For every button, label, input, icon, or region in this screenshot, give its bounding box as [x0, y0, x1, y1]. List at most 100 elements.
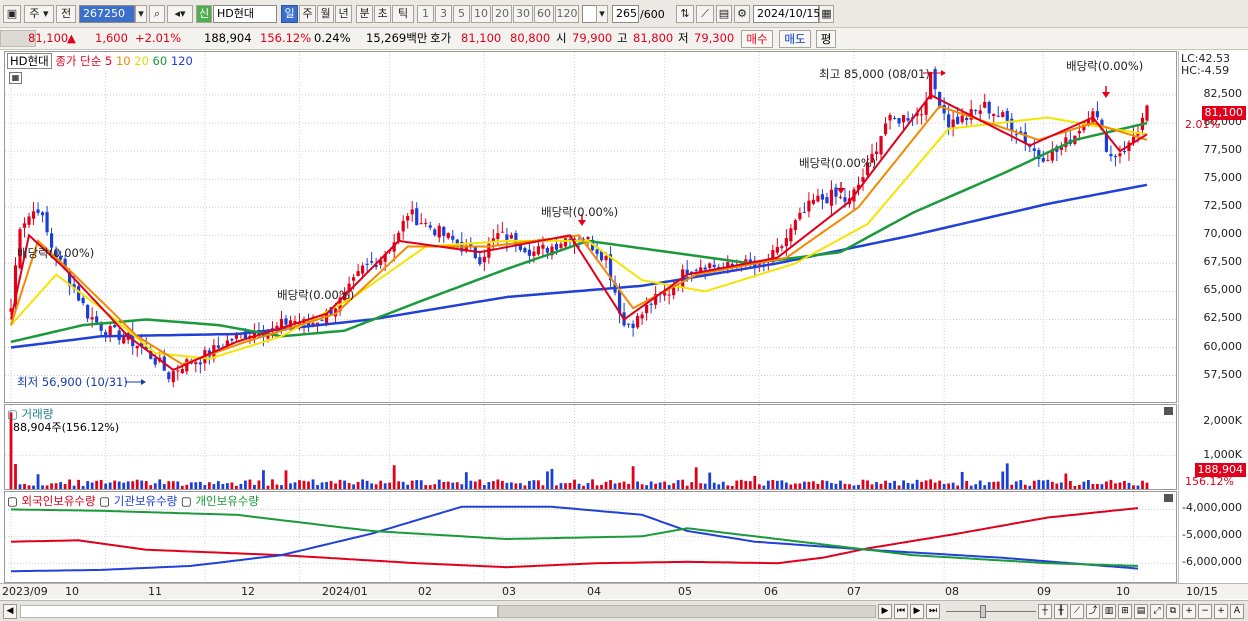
scroll-end-icon[interactable]: ⏭ — [926, 604, 940, 619]
x-tick-label: 09 — [1037, 585, 1051, 598]
candle-body — [379, 260, 383, 265]
volume-close-icon[interactable] — [1164, 407, 1173, 415]
period-week-button[interactable]: 주 — [299, 5, 316, 23]
draw-tool-icon[interactable]: ⟋ — [696, 5, 714, 23]
interval-5-button[interactable]: 5 — [453, 5, 470, 23]
layout-icon[interactable]: ▥ — [1102, 604, 1116, 619]
holdings-panel[interactable]: ▢ 외국인보유수량 ▢ 기관보유수량 ▢ 개인보유수량 — [4, 491, 1177, 583]
volume-bar — [293, 482, 297, 489]
calendar-icon[interactable]: ▦ — [819, 5, 834, 23]
candle-icon[interactable]: ╫ — [1054, 604, 1068, 619]
annotation-high: 최고 85,000 (08/01) — [819, 67, 930, 81]
volume-bar — [992, 481, 996, 489]
save-icon[interactable]: ▤ — [716, 5, 732, 23]
interval-60-button[interactable]: 60 — [534, 5, 554, 23]
volume-bar — [568, 483, 572, 489]
volume-bar — [23, 483, 26, 489]
interval-1-button[interactable]: 1 — [417, 5, 434, 23]
scroll-start-icon[interactable]: ⏮ — [894, 604, 908, 619]
candle-body — [983, 101, 987, 108]
volume-bar — [81, 485, 85, 489]
play-icon[interactable]: ▶ — [910, 604, 924, 619]
volume-panel[interactable]: ▢ 거래량 88,904주(156.12%) — [4, 404, 1177, 490]
interval-dropdown-icon[interactable]: ▾ — [596, 5, 608, 23]
x-tick-label: 05 — [678, 585, 692, 598]
interval-10-button[interactable]: 10 — [471, 5, 491, 23]
window-split-icon[interactable]: ⊞ — [1118, 604, 1132, 619]
count-input[interactable]: 265 — [612, 5, 639, 23]
interval-120-button[interactable]: 120 — [555, 5, 579, 23]
zoom-slider-thumb[interactable] — [980, 605, 986, 618]
period-day-button[interactable]: 일 — [281, 5, 298, 23]
compare-icon[interactable]: ⧉ — [1166, 604, 1180, 619]
interval-20-button[interactable]: 20 — [492, 5, 512, 23]
volume-bar — [248, 479, 252, 489]
candle-body — [415, 208, 419, 226]
scroll-left-icon[interactable]: ◀ — [3, 604, 17, 619]
candle-body — [261, 333, 266, 337]
interval-30-button[interactable]: 30 — [513, 5, 533, 23]
fit-icon[interactable]: ⤢ — [1150, 604, 1164, 619]
volume-bar — [383, 483, 387, 489]
volume-bar — [320, 482, 324, 489]
eval-button[interactable]: 평 — [816, 30, 836, 48]
scroll-track-left[interactable] — [20, 605, 498, 618]
volume-bar — [158, 479, 162, 489]
volume-bar — [180, 485, 184, 489]
candle-body — [270, 328, 275, 330]
search-icon[interactable]: ⌕ — [149, 5, 165, 23]
font-size-icon[interactable]: A — [1230, 604, 1244, 619]
candle-body — [825, 197, 829, 204]
period-select[interactable]: 주 ▾ — [24, 5, 54, 23]
trend-icon[interactable]: ⤴ — [1086, 604, 1100, 619]
window-icon[interactable]: ▣ — [3, 5, 21, 23]
buy-button[interactable]: 매수 — [741, 30, 773, 48]
candle-body — [58, 256, 63, 260]
zoom-slider[interactable] — [946, 605, 1036, 618]
speaker-icon[interactable]: ◂▾ — [167, 5, 193, 23]
chart-type-icon[interactable]: ▤ — [1134, 604, 1148, 619]
candle-body — [807, 200, 811, 212]
period-month-button[interactable]: 월 — [317, 5, 334, 23]
arrange-icon[interactable]: ⇅ — [676, 5, 694, 23]
stock-code-input[interactable]: 267250 — [79, 5, 135, 23]
period-second-button[interactable]: 초 — [374, 5, 391, 23]
volume-bar — [469, 480, 473, 489]
volume-bar — [104, 483, 108, 489]
table-icon[interactable]: ▦ — [9, 72, 22, 84]
volume-title: ▢ 거래량 — [7, 407, 54, 421]
line-tool-icon[interactable]: ⟋ — [1070, 604, 1084, 619]
candle-body — [370, 261, 374, 263]
volume-bar — [839, 480, 842, 489]
period-tick-button[interactable]: 틱 — [392, 5, 414, 23]
date-input[interactable]: 2024/10/15 — [753, 5, 820, 23]
plus-icon[interactable]: + — [1214, 604, 1228, 619]
quote-amount: 15,269백만 — [366, 31, 428, 45]
volume-bar — [1019, 480, 1023, 489]
volume-bar — [126, 481, 130, 489]
volume-bar — [406, 484, 410, 489]
candle-body — [1095, 111, 1100, 118]
price-panel[interactable]: HD현대 종가 단순 5 10 20 60 120 ▦ 최고 85,000 (0… — [4, 51, 1177, 403]
stock-name-field[interactable]: HD현대 — [213, 5, 277, 23]
volume-bar — [122, 482, 126, 489]
crosshair-icon[interactable]: ┼ — [1038, 604, 1052, 619]
x-tick-label: 08 — [945, 585, 959, 598]
scroll-right-icon[interactable]: ▶ — [878, 604, 892, 619]
prev-button[interactable]: 전 — [56, 5, 76, 23]
candle-body — [956, 116, 960, 124]
interval-3-button[interactable]: 3 — [435, 5, 452, 23]
volume-bar — [280, 485, 283, 489]
candle-body — [649, 303, 653, 305]
period-minute-button[interactable]: 분 — [356, 5, 373, 23]
code-dropdown-icon[interactable]: ▾ — [135, 5, 147, 23]
sell-button[interactable]: 매도 — [779, 30, 811, 48]
chart-scrollbar[interactable]: ◀ ▶ ⏮ ▶ ⏭ ┼ ╫ ⟋ ⤴ ▥ ⊞ ▤ ⤢ ⧉ + − + A — [0, 600, 1248, 621]
gear-icon[interactable]: ⚙ — [734, 5, 750, 23]
zoom-out-icon[interactable]: − — [1198, 604, 1212, 619]
annotation-dividend-1: 배당락(0.00%) — [17, 246, 95, 260]
scroll-thumb[interactable] — [498, 605, 876, 618]
holdings-close-icon[interactable] — [1164, 494, 1173, 502]
zoom-in-icon[interactable]: + — [1182, 604, 1196, 619]
period-year-button[interactable]: 년 — [335, 5, 352, 23]
